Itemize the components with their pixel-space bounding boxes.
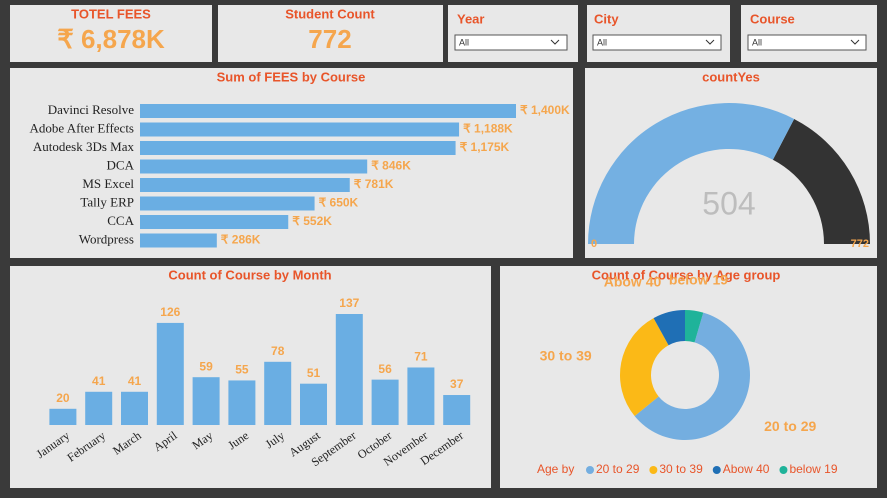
chart-title: Count of Course by Age group — [592, 267, 781, 282]
bar — [407, 367, 435, 425]
data-label: ₹ 781K — [354, 177, 394, 191]
legend-marker — [779, 466, 788, 474]
bar — [49, 408, 77, 425]
bar — [140, 233, 217, 248]
gauge-track — [772, 118, 870, 244]
dropdown-arrow — [550, 39, 560, 45]
gauge-value — [588, 103, 795, 244]
kpi-card — [10, 5, 212, 62]
data-label: 55 — [235, 363, 249, 377]
chart-title: countYes — [702, 69, 760, 84]
data-label: 78 — [271, 344, 285, 358]
y-tick-label: Adobe After Effects — [30, 120, 134, 135]
y-tick-label: Davinci Resolve — [48, 102, 135, 117]
bar — [264, 361, 292, 425]
legend-entry: 20 to 29 — [596, 462, 640, 476]
data-label: 51 — [307, 366, 321, 380]
data-label: ₹ 552K — [292, 214, 332, 228]
data-label: ₹ 1,175K — [460, 140, 510, 154]
dropdown[interactable] — [454, 34, 568, 51]
data-label: ₹ 286K — [221, 233, 261, 247]
bar — [443, 395, 471, 425]
data-label: 37 — [450, 377, 464, 391]
data-label: 59 — [199, 359, 213, 373]
slice-label: 20 to 29 — [764, 418, 816, 434]
kpi-label: Student Count — [285, 6, 375, 21]
y-tick-label: Tally ERP — [80, 194, 134, 209]
y-tick-label: DCA — [107, 157, 135, 172]
y-tick-label: Wordpress — [79, 231, 134, 246]
bar — [156, 322, 184, 425]
dropdown-value[interactable]: All — [752, 37, 762, 47]
gauge-min-label: 0 — [591, 238, 597, 250]
bar — [228, 380, 256, 425]
dropdown-arrow — [850, 39, 860, 45]
bar — [140, 159, 368, 174]
dropdown[interactable] — [747, 34, 867, 51]
legend-entry: below 19 — [789, 462, 837, 476]
data-label: ₹ 846K — [371, 159, 411, 173]
gauge-value-label: 504 — [702, 185, 755, 221]
data-label: 126 — [160, 305, 180, 319]
data-label: 41 — [128, 374, 142, 388]
legend-title: Age by — [537, 462, 574, 476]
chart-title: Sum of FEES by Course — [217, 69, 366, 84]
slicer-label: Course — [750, 11, 795, 26]
legend-marker — [649, 466, 658, 474]
y-tick-label: MS Excel — [82, 176, 134, 191]
data-label: 41 — [92, 374, 106, 388]
bar — [85, 391, 113, 425]
bar — [121, 391, 148, 425]
data-label: 71 — [414, 350, 428, 364]
slicer-label: Year — [457, 11, 484, 26]
bar — [300, 383, 327, 425]
donut-slice — [653, 310, 685, 346]
bar — [140, 141, 456, 155]
dropdown[interactable] — [592, 34, 722, 51]
data-label: 137 — [339, 296, 359, 310]
kpi-value: ₹ 6,878K — [57, 24, 165, 54]
bar — [335, 314, 363, 425]
bar — [371, 379, 399, 425]
kpi-value: 772 — [308, 24, 351, 54]
slice-label: 30 to 39 — [540, 348, 592, 364]
bar — [140, 122, 460, 137]
y-tick-label: Autodesk 3Ds Max — [33, 139, 135, 154]
dropdown-arrow — [705, 39, 715, 45]
slicer-panel — [587, 5, 730, 62]
legend-marker — [586, 466, 594, 474]
slice-label: below 19 — [669, 272, 728, 288]
bar — [140, 196, 315, 211]
gauge-max-label: 772 — [851, 238, 869, 250]
data-label: ₹ 1,400K — [520, 103, 570, 117]
legend-marker — [712, 466, 721, 474]
kpi-card — [218, 5, 443, 62]
donut-slice — [619, 318, 669, 417]
bar — [192, 377, 220, 425]
data-label: 20 — [56, 391, 70, 405]
dropdown-value[interactable]: All — [459, 37, 469, 47]
data-label: ₹ 650K — [319, 196, 359, 210]
dropdown-value[interactable]: All — [597, 37, 607, 47]
donut-slice — [685, 310, 704, 343]
donut-slice — [634, 312, 750, 440]
chart-panel — [500, 266, 877, 488]
slicer-label: City — [594, 11, 619, 26]
data-label: 56 — [378, 362, 392, 376]
slicer-panel — [448, 5, 578, 62]
bar — [140, 178, 350, 192]
chart-title: Count of Course by Month — [168, 267, 331, 282]
y-tick-label: CCA — [107, 213, 134, 228]
bar — [140, 104, 516, 118]
data-label: ₹ 1,188K — [463, 122, 513, 136]
slicer-panel — [741, 5, 877, 62]
legend-entry: 30 to 39 — [659, 462, 703, 476]
bar — [140, 215, 289, 229]
slice-label: Abow 40 — [604, 274, 662, 290]
kpi-label: TOTEL FEES — [71, 6, 151, 21]
legend-entry: Abow 40 — [723, 462, 770, 476]
